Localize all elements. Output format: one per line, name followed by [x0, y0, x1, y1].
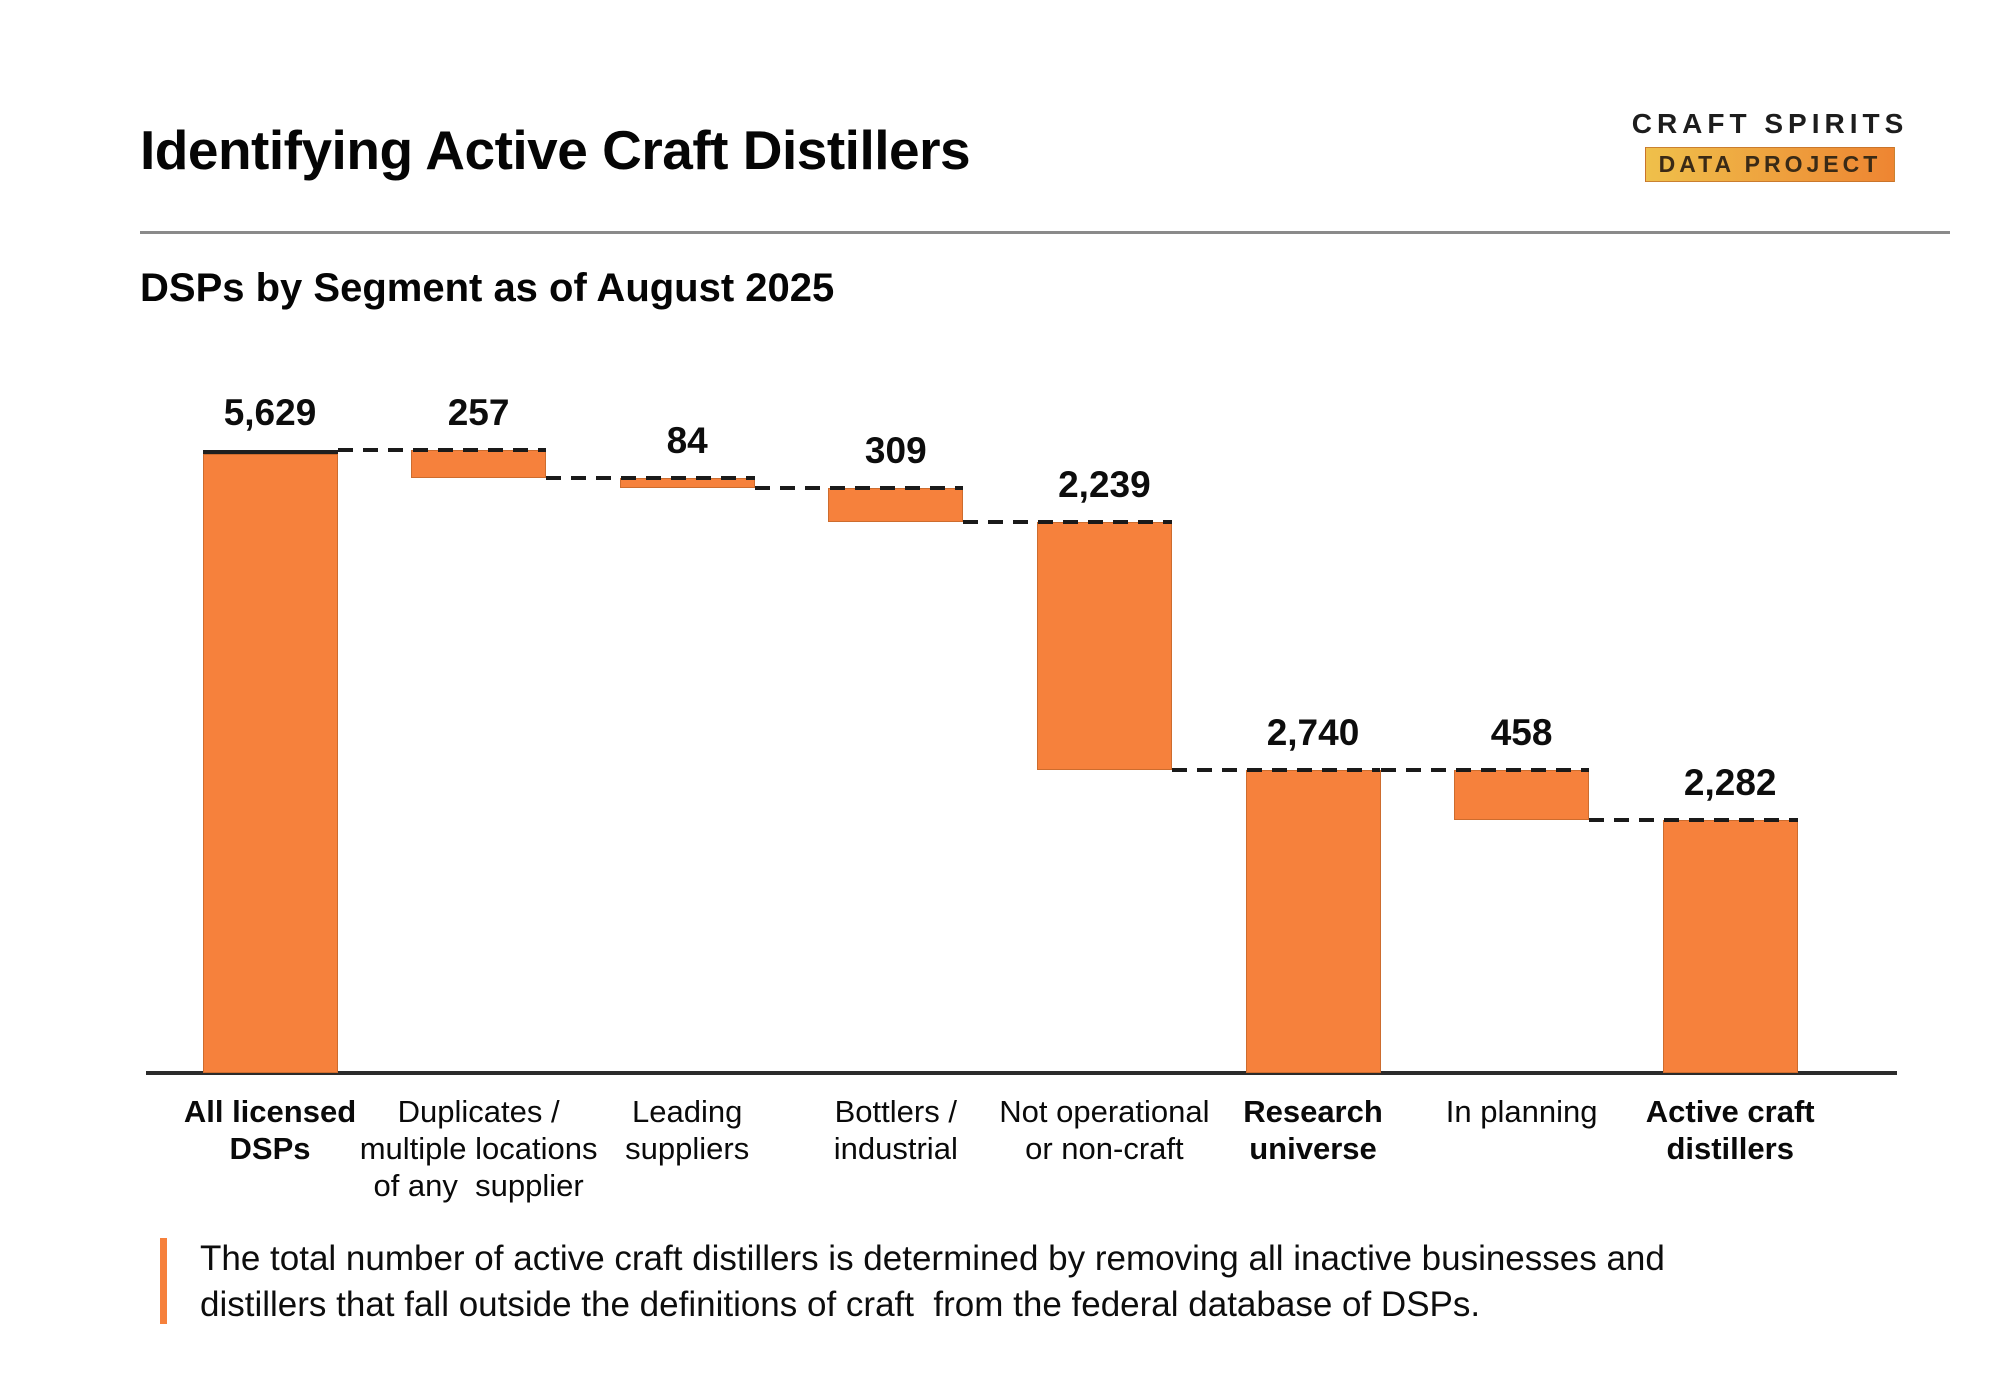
bar-leading-suppliers: [619, 478, 755, 488]
category-label-line: distillers: [1666, 1131, 1794, 1166]
category-label-research-universe: Research universe: [1143, 1093, 1483, 1167]
category-label-line: universe: [1249, 1131, 1377, 1166]
footnote-line-1: The total number of active craft distill…: [200, 1239, 1665, 1278]
connector-dashed-line: [1171, 767, 1381, 772]
category-label-line: Bottlers /: [834, 1094, 957, 1129]
category-label-all-licensed-dsps: All licensed DSPs: [100, 1093, 440, 1167]
footnote-line-2: distillers that fall outside the definit…: [200, 1285, 1481, 1324]
bar-duplicates-multiple-locations-of-any-supplier: [411, 450, 547, 479]
footnote-text: The total number of active craft distill…: [200, 1236, 1665, 1328]
connector-dashed-line: [546, 476, 755, 481]
category-label-line: industrial: [833, 1131, 958, 1166]
connector-dashed-line: [1380, 767, 1590, 772]
category-label-line: Active craft: [1645, 1094, 1815, 1129]
value-label-not-operational-or-non-craft: 2,239: [1058, 463, 1151, 505]
connector-dashed-line: [337, 448, 547, 452]
category-label-line: Research: [1243, 1094, 1383, 1129]
bar-research-universe: [1245, 769, 1381, 1073]
bar-all-licensed-dsps: [202, 450, 338, 1073]
connector-dashed-line: [963, 519, 1172, 524]
value-label-leading-suppliers: 84: [666, 420, 708, 462]
logo-text-craft-spirits: CRAFT SPIRITS: [1631, 108, 1909, 139]
category-label-line: In planning: [1445, 1094, 1598, 1129]
category-label-not-operational-or-non-craft: Not operational or non-craft: [934, 1093, 1274, 1167]
category-label-line: suppliers: [625, 1131, 750, 1166]
value-label-duplicates-multiple-locations-of-any-supplier: 257: [447, 392, 510, 433]
bar-in-planning: [1454, 769, 1590, 821]
chart-title: DSPs by Segment as of August 2025: [140, 266, 835, 310]
category-label-active-craft-distillers: Active craft distillers: [1560, 1093, 1900, 1167]
category-label-line: multiple locations: [359, 1131, 598, 1166]
category-label-line: Duplicates /: [397, 1094, 560, 1129]
page-title: Identifying Active Craft Distillers: [140, 119, 971, 181]
value-label-bottlers-industrial: 309: [864, 429, 927, 471]
value-label-active-craft-distillers: 2,282: [1683, 762, 1777, 804]
category-label-line: DSPs: [229, 1131, 311, 1166]
category-label-leading-suppliers: Leading suppliers: [517, 1093, 857, 1167]
craft-spirits-logo: CRAFT SPIRITS DATA PROJECT: [1605, 108, 1935, 182]
logo-badge-data-project: DATA PROJECT: [1644, 147, 1896, 182]
header-divider: [140, 231, 1950, 234]
bar-bottlers-industrial: [828, 487, 964, 522]
x-axis-line: [146, 1071, 1897, 1075]
connector-dashed-line: [754, 485, 964, 490]
category-label-line: of any supplier: [373, 1168, 584, 1203]
footnote-accent-bar: [160, 1238, 167, 1324]
connector-dashed-line: [1589, 818, 1798, 823]
category-label-duplicates-multiple-locations-of-any-supplier: Duplicates / multiple locations of any sup…: [309, 1093, 649, 1204]
value-label-in-planning: 458: [1490, 711, 1553, 753]
value-label-all-licensed-dsps: 5,629: [223, 392, 317, 433]
category-label-in-planning: In planning: [1352, 1093, 1692, 1130]
category-label-line: All licensed: [183, 1094, 357, 1129]
value-label-research-universe: 2,740: [1266, 711, 1360, 753]
category-label-line: or non-craft: [1025, 1131, 1184, 1166]
bar-not-operational-or-non-craft: [1036, 521, 1172, 770]
category-label-line: Leading: [632, 1094, 743, 1129]
category-label-line: Not operational: [999, 1094, 1210, 1129]
category-label-bottlers-industrial: Bottlers / industrial: [726, 1093, 1066, 1167]
bar-active-craft-distillers: [1662, 820, 1798, 1073]
